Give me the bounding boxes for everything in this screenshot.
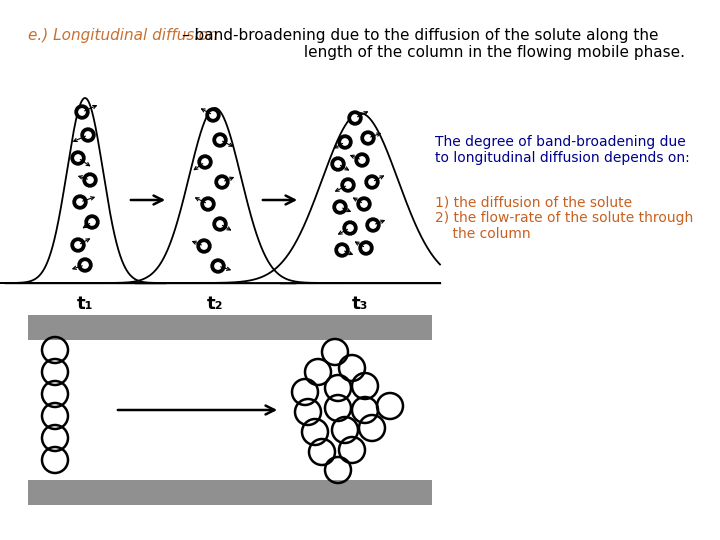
Bar [28, 340, 432, 480]
Circle shape [87, 177, 93, 183]
Circle shape [333, 200, 347, 214]
Circle shape [202, 159, 208, 165]
Circle shape [85, 215, 99, 229]
Circle shape [342, 139, 348, 145]
Circle shape [347, 225, 353, 231]
Circle shape [71, 151, 85, 165]
Circle shape [361, 131, 375, 145]
Circle shape [71, 238, 85, 252]
Circle shape [205, 201, 211, 207]
Text: t₃: t₃ [352, 295, 368, 313]
Circle shape [335, 161, 341, 167]
Circle shape [79, 109, 85, 115]
Circle shape [217, 137, 223, 143]
Circle shape [355, 153, 369, 167]
Circle shape [78, 258, 92, 272]
Circle shape [75, 155, 81, 161]
Circle shape [363, 245, 369, 251]
Circle shape [217, 221, 223, 227]
Circle shape [85, 132, 91, 138]
Circle shape [215, 263, 221, 269]
Circle shape [219, 179, 225, 185]
Circle shape [201, 243, 207, 249]
Bar [28, 480, 432, 505]
Circle shape [215, 175, 229, 189]
Bar [28, 315, 432, 340]
Circle shape [75, 105, 89, 119]
Circle shape [365, 135, 371, 141]
Circle shape [365, 175, 379, 189]
Circle shape [337, 204, 343, 210]
Circle shape [348, 111, 362, 125]
Text: – band-broadening due to the diffusion of the solute along the
                 : – band-broadening due to the diffusion o… [182, 28, 685, 60]
Text: e.) Longitudinal diffusion: e.) Longitudinal diffusion [28, 28, 217, 43]
Text: The degree of band-broadening due
to longitudinal diffusion depends on:: The degree of band-broadening due to lon… [435, 135, 690, 165]
Circle shape [352, 115, 358, 121]
Circle shape [359, 157, 365, 163]
Circle shape [197, 239, 211, 253]
Circle shape [213, 133, 227, 147]
Circle shape [370, 222, 376, 228]
Circle shape [343, 221, 357, 235]
Circle shape [211, 259, 225, 273]
Circle shape [89, 219, 95, 225]
Circle shape [73, 195, 87, 209]
Circle shape [345, 182, 351, 188]
Circle shape [210, 112, 216, 118]
Circle shape [341, 178, 355, 192]
Circle shape [361, 201, 367, 207]
Circle shape [335, 243, 349, 257]
Text: t₁: t₁ [77, 295, 94, 313]
Circle shape [357, 197, 371, 211]
Circle shape [213, 217, 227, 231]
Circle shape [366, 218, 380, 232]
Circle shape [82, 262, 88, 268]
Circle shape [83, 173, 97, 187]
Circle shape [339, 247, 345, 253]
Circle shape [75, 242, 81, 248]
Text: t₂: t₂ [207, 295, 223, 313]
Circle shape [201, 197, 215, 211]
Circle shape [198, 155, 212, 169]
Circle shape [338, 135, 352, 149]
Text: 1) the diffusion of the solute
2) the flow-rate of the solute through
    the co: 1) the diffusion of the solute 2) the fl… [435, 195, 693, 241]
Circle shape [369, 179, 375, 185]
Circle shape [81, 128, 95, 142]
Circle shape [359, 241, 373, 255]
Circle shape [206, 108, 220, 122]
Circle shape [77, 199, 83, 205]
Circle shape [331, 157, 345, 171]
